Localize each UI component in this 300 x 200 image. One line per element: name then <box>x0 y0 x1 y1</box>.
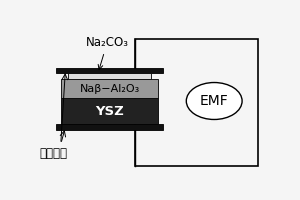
Circle shape <box>186 83 242 119</box>
Bar <box>135 39 258 166</box>
Bar <box>61 98 158 124</box>
Text: EMF: EMF <box>200 94 229 108</box>
Text: YSZ: YSZ <box>95 105 124 118</box>
Bar <box>56 68 163 73</box>
Bar <box>61 79 158 98</box>
Bar <box>68 73 152 79</box>
Text: 多孔铂层: 多孔铂层 <box>40 147 68 160</box>
Bar <box>56 124 163 130</box>
Text: Na₂CO₃: Na₂CO₃ <box>86 36 129 70</box>
Text: Naβ−Al₂O₃: Naβ−Al₂O₃ <box>80 84 140 94</box>
